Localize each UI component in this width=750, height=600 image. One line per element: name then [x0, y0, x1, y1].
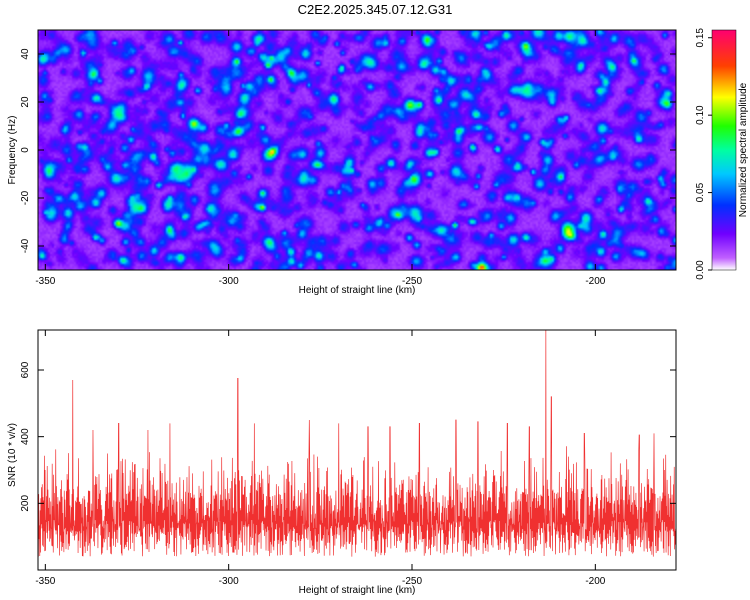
colorbar-tick-label: 0.05 — [695, 182, 706, 202]
x-tick-label: -250 — [402, 276, 422, 287]
y-tick-label: -20 — [20, 190, 31, 205]
x-tick-label: -200 — [585, 576, 605, 587]
spectrogram-x-ticks: -350 -300 -250 -200 — [35, 30, 606, 287]
colorbar-frame — [711, 29, 737, 271]
x-tick-label: -350 — [35, 276, 55, 287]
snr-frame — [37, 329, 677, 571]
y-tick-label: 600 — [20, 361, 31, 378]
snr-y-ticks: 200 400 600 — [20, 361, 676, 512]
x-tick-label: -300 — [219, 276, 239, 287]
colorbar-tick-label: 0.15 — [695, 28, 706, 48]
spectrogram-y-ticks: -40 -20 0 20 40 — [20, 48, 676, 253]
snr-series-line — [37, 329, 677, 557]
snr-x-ticks: -350 -300 -250 -200 — [35, 330, 606, 587]
spectrogram-y-axis-title: Frequency (Hz) — [7, 116, 18, 185]
colorbar-tick-label: 0.00 — [695, 260, 706, 280]
snr-y-axis-title: SNR (10 * v/v) — [7, 423, 18, 487]
snr-x-axis-title: Height of straight line (km) — [299, 585, 416, 596]
colorbar-label: Normalized spectral amplitude — [738, 82, 749, 217]
x-tick-label: -250 — [402, 576, 422, 587]
x-tick-label: -200 — [585, 276, 605, 287]
colorbar-tick-label: 0.10 — [695, 105, 706, 125]
chart-title: C2E2.2025.345.07.12.G31 — [297, 2, 453, 17]
y-tick-label: -40 — [20, 238, 31, 253]
spectrogram-heatmap — [38, 30, 676, 270]
y-tick-label: 200 — [20, 495, 31, 512]
y-tick-label: 400 — [20, 428, 31, 445]
y-tick-label: 40 — [20, 48, 31, 60]
y-tick-label: 0 — [20, 147, 31, 153]
x-tick-label: -300 — [219, 576, 239, 587]
spectrogram-x-axis-title: Height of straight line (km) — [299, 285, 416, 296]
colorbar: 0.00 0.05 0.10 0.15 Normalized spectral amp… — [695, 28, 749, 280]
colorbar-ticks: 0.00 0.05 0.10 0.15 — [695, 28, 712, 280]
y-tick-label: 20 — [20, 96, 31, 108]
x-tick-label: -350 — [35, 576, 55, 587]
colorbar-gradient — [712, 30, 736, 270]
